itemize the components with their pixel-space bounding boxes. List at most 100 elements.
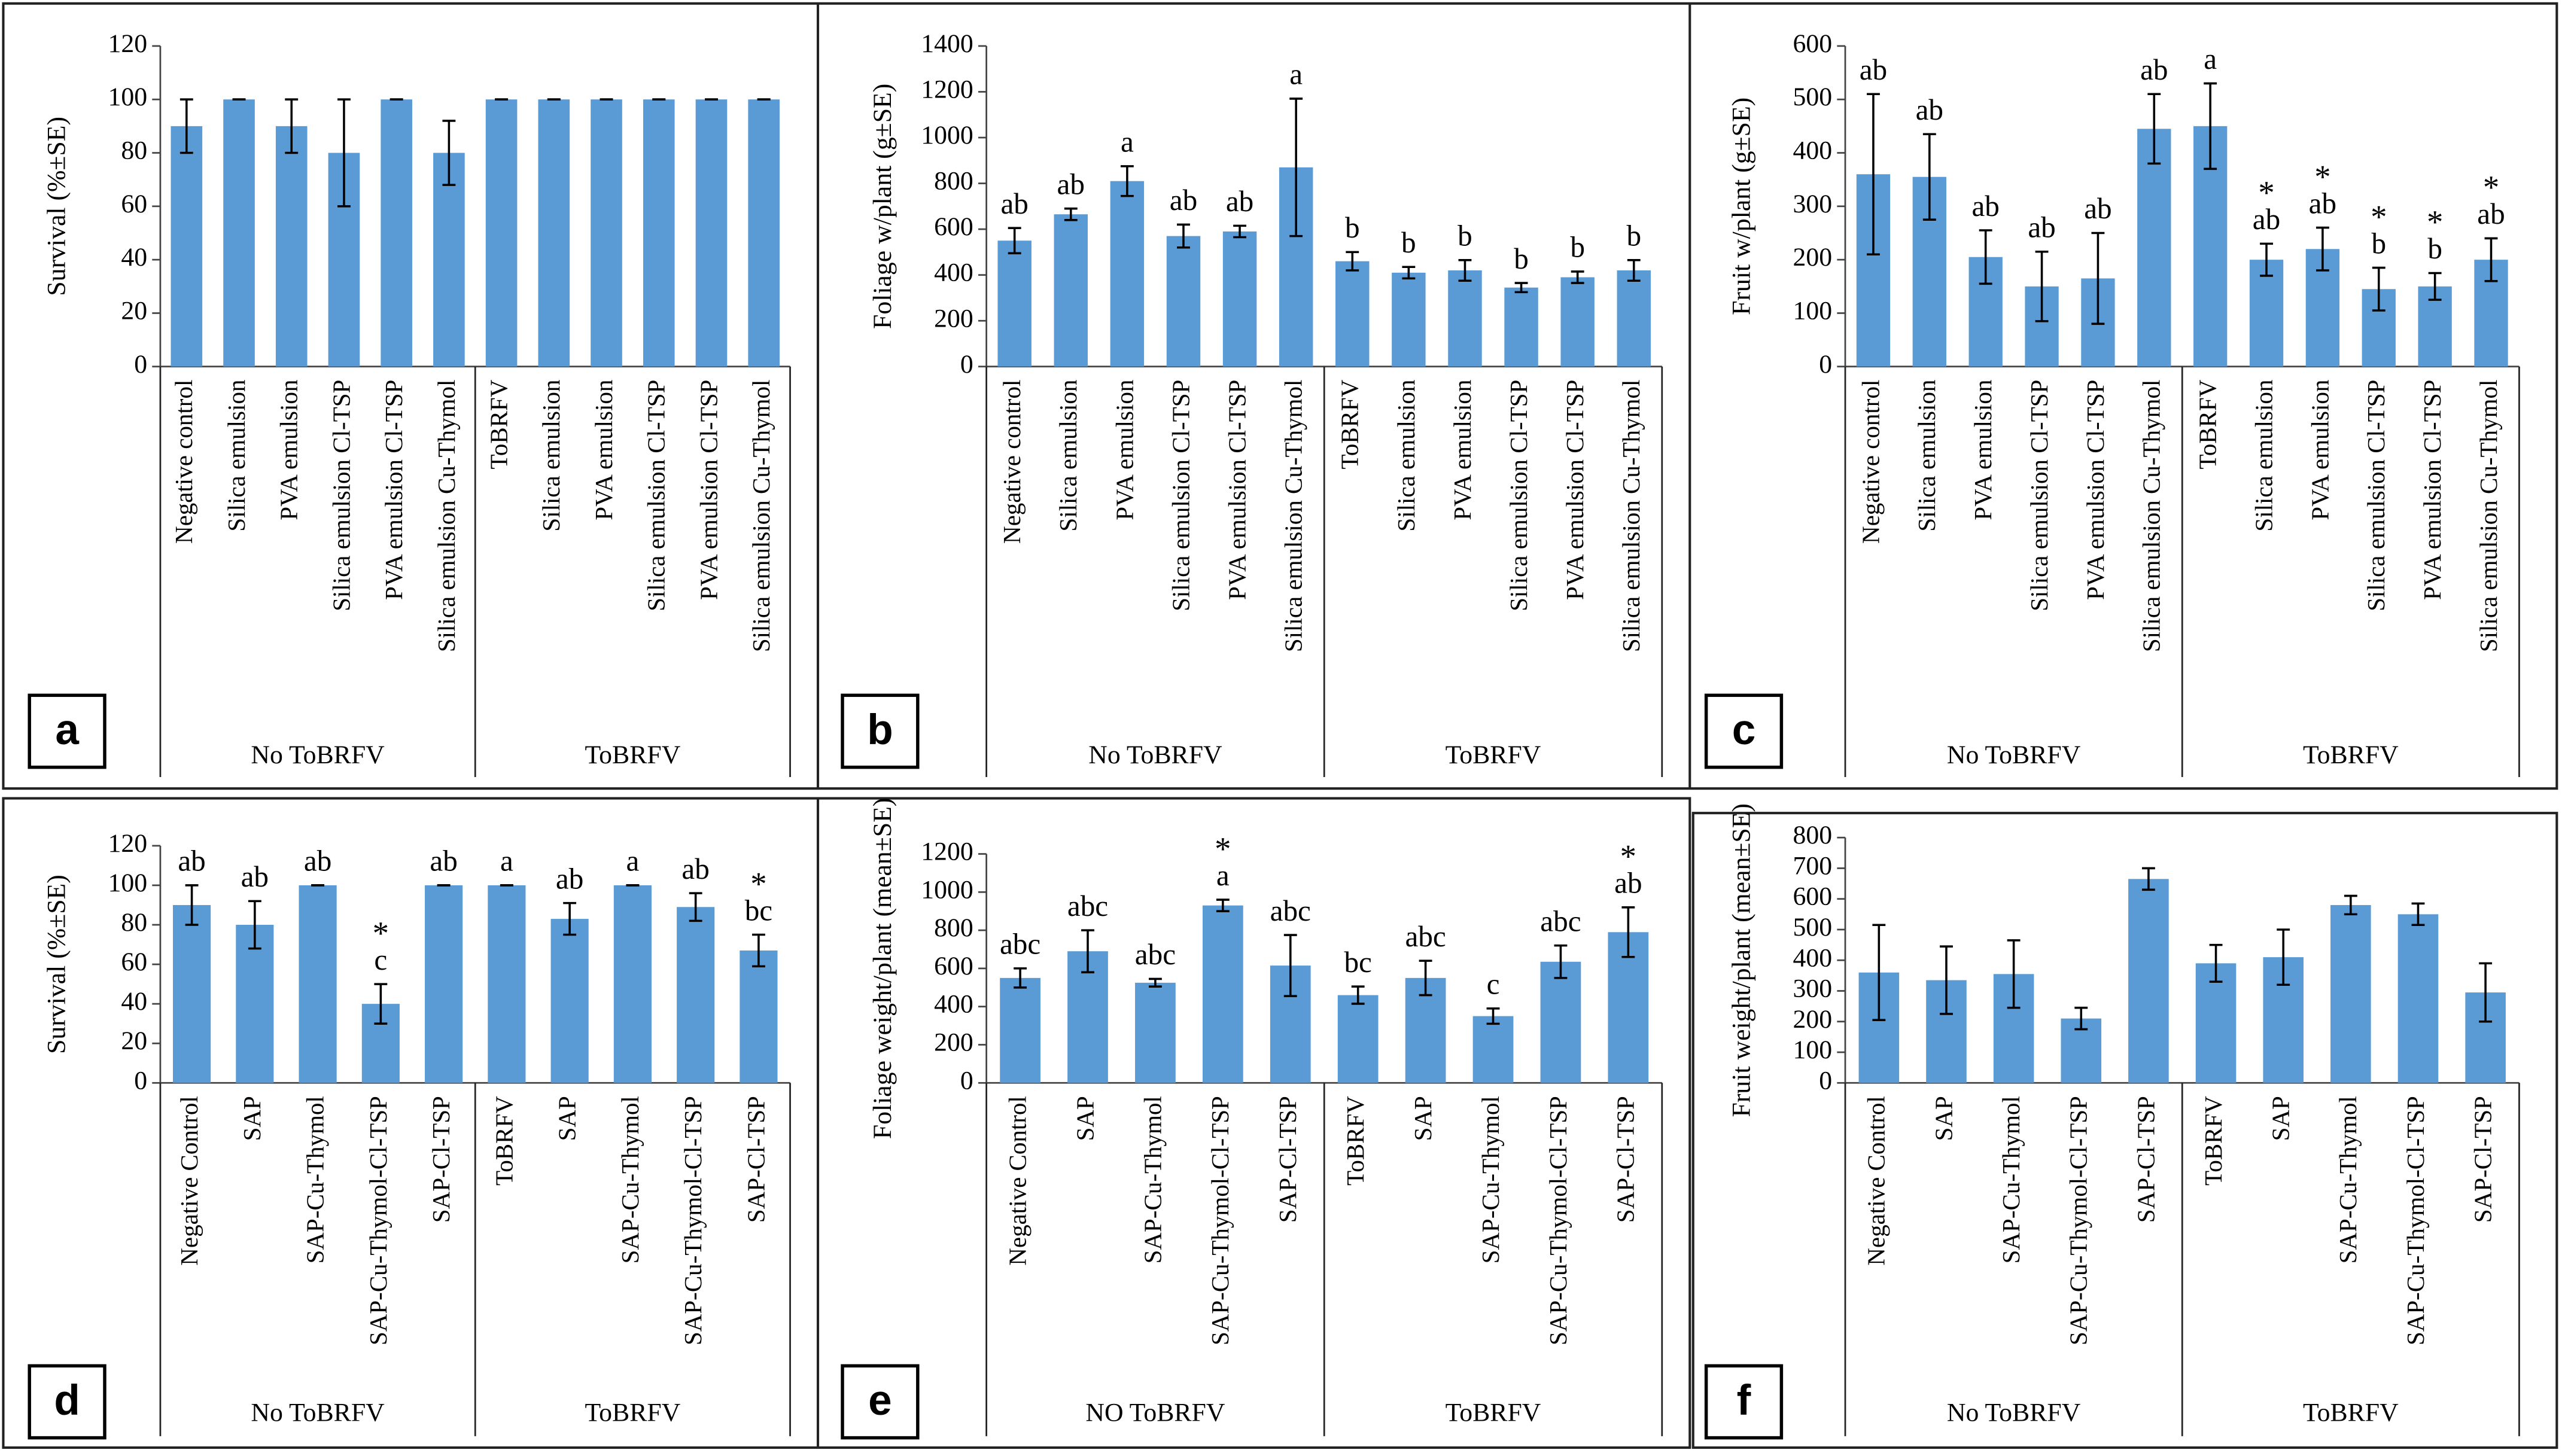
bar: [1504, 287, 1538, 367]
bar: [2195, 963, 2237, 1083]
significance-letter: a: [1216, 859, 1230, 892]
significance-letter: c: [374, 943, 387, 976]
bar: [485, 99, 518, 367]
y-tick-label: 40: [121, 987, 147, 1016]
x-tick-label: Silica emulsion: [1392, 380, 1420, 532]
x-tick-label: PVA emulsion: [590, 380, 617, 520]
y-tick-label: 400: [934, 990, 973, 1019]
y-tick-label: 500: [1793, 83, 1833, 111]
bar: [643, 99, 675, 367]
y-tick-label: 0: [960, 1066, 973, 1095]
significance-star: *: [750, 866, 766, 902]
x-tick-label: SAP-Cl-TSP: [742, 1096, 769, 1223]
panel-label-box: [841, 693, 920, 769]
bar: [433, 153, 465, 367]
bar: [172, 904, 211, 1083]
bar: [488, 885, 526, 1083]
significance-star: *: [373, 915, 389, 951]
bar: [2249, 260, 2284, 367]
bar: [425, 885, 463, 1083]
x-tick-label: Negative control: [170, 380, 197, 544]
bar: [275, 126, 308, 367]
bar: [1617, 270, 1651, 367]
group-label: ToBRFV: [1446, 741, 1541, 769]
y-tick-label: 120: [108, 29, 147, 58]
y-axis-label: Survival (%±SE): [42, 117, 71, 296]
significance-star: *: [2483, 169, 2499, 206]
top-row-frame: [2, 2, 2558, 790]
bar: [1337, 995, 1379, 1083]
bar: [1392, 272, 1426, 367]
significance-letter: ab: [556, 862, 583, 895]
x-tick-label: Silica emulsion: [223, 380, 250, 532]
y-tick-label: 0: [134, 1066, 147, 1095]
bar: [538, 99, 570, 367]
x-tick-label: Negative control: [998, 380, 1026, 544]
significance-letter: b: [1401, 226, 1416, 259]
significance-letter: ab: [2028, 211, 2055, 244]
x-tick-label: SAP-Cl-TSP: [2469, 1096, 2497, 1223]
x-tick-label: Silica emulsion Cl-TSP: [2025, 380, 2053, 611]
panel-label-box: [1704, 1364, 1784, 1440]
x-tick-label: PVA emulsion Cl-TSP: [2418, 380, 2446, 600]
x-tick-label: Negative Control: [1004, 1096, 1032, 1266]
y-tick-label: 200: [934, 304, 973, 333]
y-tick-label: 600: [934, 212, 973, 241]
x-tick-label: PVA emulsion: [2306, 380, 2333, 520]
bar: [1166, 236, 1201, 367]
significance-letter: abc: [1000, 928, 1040, 961]
significance-letter: ab: [1971, 190, 1999, 223]
y-tick-label: 40: [121, 243, 147, 272]
bar: [223, 99, 255, 367]
x-tick-label: SAP-Cl-TSP: [1612, 1096, 1639, 1223]
x-tick-label: PVA emulsion Cl-TSP: [1223, 380, 1250, 600]
bar: [740, 950, 778, 1083]
x-tick-label: Silica emulsion Cu-Thymol: [1280, 380, 1307, 653]
significance-letter: bc: [745, 894, 772, 927]
y-axis-label: Fruit w/plant (g±SE): [1727, 98, 1756, 315]
y-tick-label: 800: [1793, 821, 1833, 849]
x-tick-label: SAP-Cu-Thymol: [2334, 1096, 2362, 1263]
y-tick-label: 1000: [921, 875, 973, 904]
x-tick-label: Negative Control: [1863, 1096, 1890, 1266]
y-tick-label: 1400: [921, 29, 973, 58]
group-label: No ToBRFV: [1947, 741, 2081, 769]
bar: [1472, 1016, 1514, 1083]
y-tick-label: 300: [1793, 190, 1833, 218]
y-tick-label: 200: [1793, 1005, 1833, 1034]
significance-letter: ab: [1614, 867, 1642, 900]
x-tick-label: SAP: [1071, 1096, 1099, 1141]
y-axis-label: Foliage weight/plant (mean±SE): [868, 798, 897, 1140]
bar: [299, 885, 337, 1083]
y-tick-label: 400: [934, 258, 973, 287]
bar: [1202, 905, 1243, 1083]
significance-letter: b: [2371, 227, 2386, 260]
x-tick-label: SAP-Cu-Thymol: [301, 1096, 328, 1263]
significance-star: *: [2371, 199, 2387, 235]
x-tick-label: SAP: [1409, 1096, 1437, 1141]
bar: [1335, 261, 1370, 367]
bar: [1222, 231, 1257, 367]
x-tick-label: SAP-Cu-Thymol-Cl-TSP: [2402, 1096, 2429, 1345]
x-tick-label: Silica emulsion Cu-Thymol: [747, 380, 775, 653]
y-tick-label: 800: [934, 913, 973, 942]
bar: [2128, 879, 2169, 1083]
x-tick-label: SAP: [2267, 1096, 2295, 1141]
x-tick-label: SAP-Cu-Thymol-Cl-TSP: [679, 1096, 707, 1345]
x-tick-label: ToBRFV: [1341, 1096, 1369, 1186]
bar: [550, 919, 589, 1083]
x-tick-label: Silica emulsion: [2250, 380, 2277, 532]
y-tick-label: 20: [121, 1026, 147, 1055]
significance-letter: abc: [1270, 894, 1311, 927]
significance-letter: abc: [1405, 920, 1446, 953]
x-tick-label: PVA emulsion Cl-TSP: [695, 380, 722, 600]
panel-label-box: [28, 1364, 107, 1440]
group-label: No ToBRFV: [1088, 741, 1222, 769]
y-tick-label: 0: [960, 350, 973, 379]
panel-label: c: [1732, 706, 1756, 754]
significance-letter: a: [1289, 58, 1303, 91]
significance-star: *: [2314, 159, 2330, 195]
y-tick-label: 80: [121, 136, 147, 165]
y-tick-label: 100: [1793, 296, 1833, 325]
